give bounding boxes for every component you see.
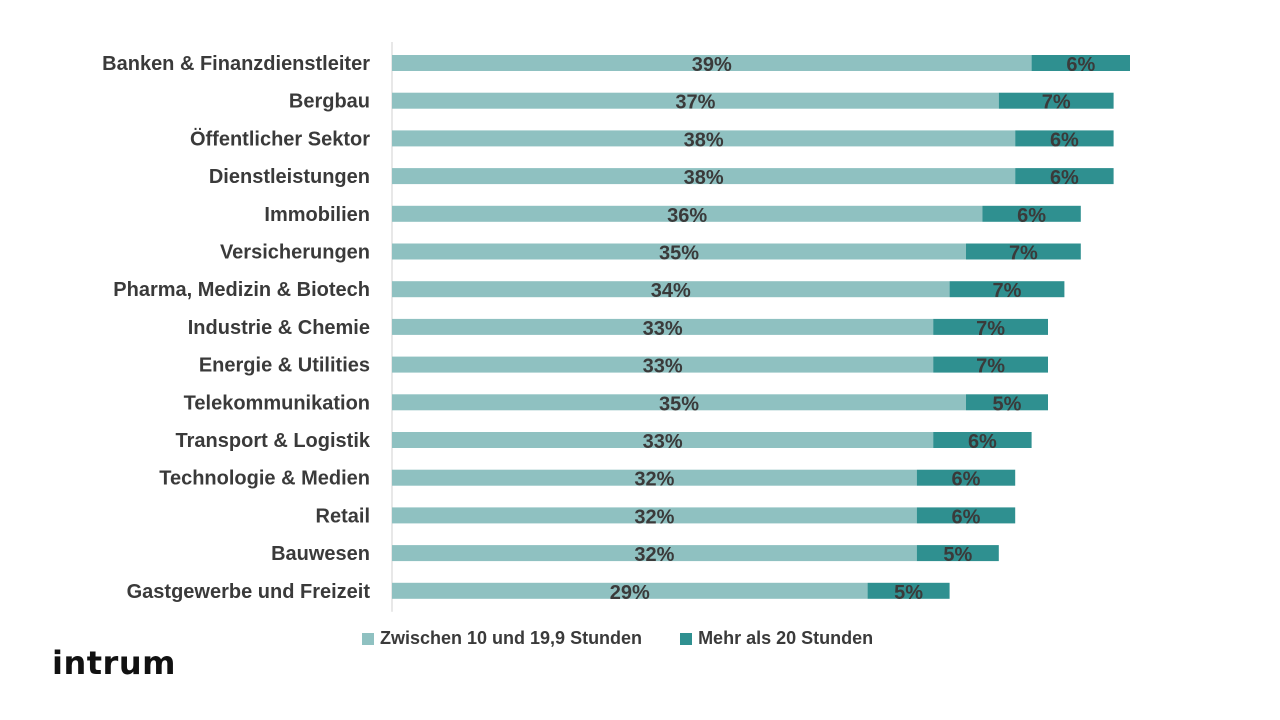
data-label-series2: 7% (1042, 92, 1071, 114)
bar-series2 (998, 92, 1114, 109)
intrum-logo: intrum (52, 644, 176, 682)
data-label-series1: 38% (684, 129, 724, 151)
bar-series1 (392, 281, 950, 298)
data-label-series2: 6% (952, 506, 981, 528)
data-label-series2: 6% (1066, 54, 1095, 76)
bar-series2 (933, 356, 1048, 373)
legend-item-20-plus: Mehr als 20 Stunden (680, 628, 873, 649)
category-label: Banken & Finanzdienstleiter (102, 53, 370, 75)
legend-swatch-dark (680, 632, 693, 645)
data-label-series1: 35% (659, 243, 699, 265)
bar-series1 (392, 92, 999, 109)
category-label: Versicherungen (220, 242, 370, 264)
category-label: Bergbau (289, 91, 370, 113)
category-label: Pharma, Medizin & Biotech (113, 279, 370, 301)
bar-series1 (392, 318, 934, 335)
data-label-series2: 6% (1050, 167, 1079, 189)
bar-series1 (392, 243, 966, 260)
data-label-series2: 7% (976, 356, 1005, 378)
bar-series1 (392, 432, 934, 448)
bar-series1 (392, 469, 917, 486)
data-label-series2: 7% (1009, 243, 1038, 265)
data-label-series1: 33% (643, 431, 683, 453)
bar-series2 (916, 545, 999, 562)
data-label-series1: 33% (643, 318, 683, 340)
data-label-series1: 32% (634, 469, 674, 491)
data-label-series2: 6% (952, 469, 981, 491)
bar-series2 (933, 318, 1048, 335)
data-label-series1: 32% (634, 544, 674, 566)
legend-label-10-19: Zwischen 10 und 19,9 Stunden (380, 628, 643, 648)
bar-series2 (949, 281, 1065, 298)
bar-series1 (392, 507, 917, 524)
legend-swatch-light (362, 632, 374, 645)
data-label-series1: 39% (692, 54, 732, 76)
bar-series1 (392, 356, 934, 373)
data-label-series1: 38% (684, 167, 724, 189)
data-label-series2: 5% (894, 582, 923, 604)
bar-series1 (392, 394, 966, 411)
category-label: Gastgewerbe und Freizeit (127, 581, 371, 603)
data-label-series1: 37% (675, 92, 715, 114)
data-label-series1: 34% (651, 280, 691, 302)
data-label-series1: 36% (667, 205, 707, 227)
category-label: Energie & Utilities (199, 355, 370, 377)
legend-item-10-19: Zwischen 10 und 19,9 Stunden (362, 628, 642, 649)
category-label: Bauwesen (271, 543, 370, 565)
bar-series2 (1031, 55, 1130, 71)
legend-label-20-plus: Mehr als 20 Stunden (698, 628, 874, 648)
category-label: Telekommunikation (184, 392, 370, 414)
bar-series2 (1015, 168, 1114, 185)
bar-series2 (1015, 130, 1114, 147)
data-label-series2: 6% (1050, 129, 1079, 151)
bar-series1 (392, 205, 983, 222)
category-label: Technologie & Medien (159, 468, 370, 490)
data-label-series1: 32% (634, 506, 674, 528)
bar-series2 (966, 243, 1081, 260)
data-label-series2: 6% (968, 431, 997, 453)
data-label-series2: 5% (943, 544, 972, 566)
category-label: Retail (316, 505, 370, 527)
category-label: Dienstleistungen (209, 166, 370, 188)
chart-legend: Zwischen 10 und 19,9 Stunden Mehr als 20… (362, 628, 911, 649)
category-label: Öffentlicher Sektor (190, 127, 370, 150)
bar-series1 (392, 130, 1016, 147)
bar-series1 (392, 55, 1032, 71)
data-label-series2: 5% (993, 393, 1022, 415)
bar-series2 (982, 205, 1081, 222)
data-label-series1: 33% (643, 356, 683, 378)
category-label: Immobilien (264, 204, 370, 226)
bar-series1 (392, 582, 868, 599)
data-label-series1: 29% (610, 582, 650, 604)
bar-series2 (933, 432, 1032, 448)
data-label-series2: 6% (1017, 205, 1046, 227)
bar-series1 (392, 545, 917, 562)
data-label-series1: 35% (659, 393, 699, 415)
data-label-series2: 7% (976, 318, 1005, 340)
bar-series2 (867, 582, 950, 599)
category-label: Transport & Logistik (176, 430, 371, 452)
bar-series1 (392, 168, 1016, 185)
bar-series2 (966, 394, 1048, 411)
bar-series2 (916, 507, 1016, 524)
data-label-series2: 7% (993, 280, 1022, 302)
category-label: Industrie & Chemie (188, 317, 370, 339)
bar-series2 (916, 469, 1016, 486)
